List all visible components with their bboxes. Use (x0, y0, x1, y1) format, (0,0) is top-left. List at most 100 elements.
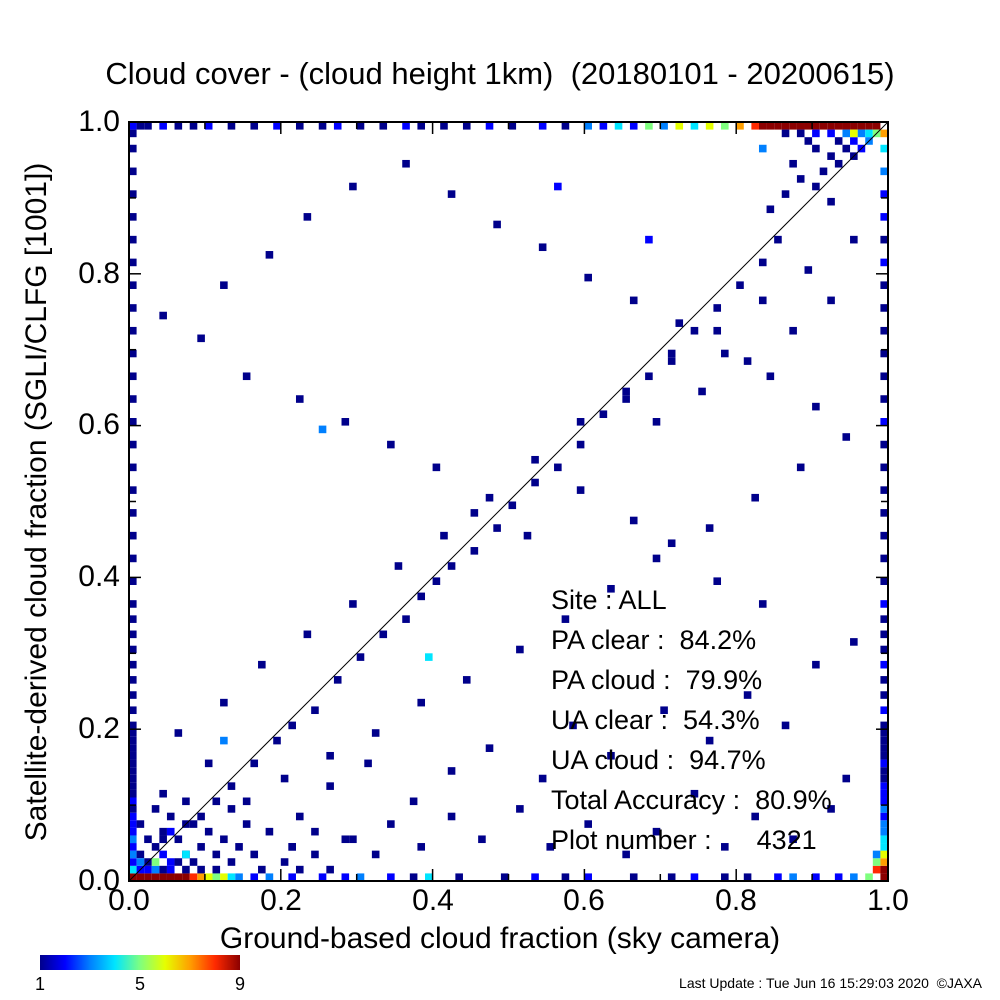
heatmap-cell (129, 213, 137, 221)
stat-plot-number: Plot number : 4321 (551, 825, 817, 855)
heatmap-cell (220, 873, 228, 881)
heatmap-cell (751, 493, 759, 502)
heatmap-cell (667, 873, 676, 881)
heatmap-cell (318, 122, 327, 130)
heatmap-cell (850, 235, 858, 244)
heatmap-cell (554, 463, 562, 472)
heatmap-cell (129, 167, 137, 176)
heatmap-cell (880, 630, 888, 639)
heatmap-cell (341, 873, 350, 881)
colorbar-tick-label: 5 (134, 974, 146, 994)
heatmap-cell (758, 258, 767, 267)
heatmap-cell (796, 122, 805, 130)
heatmap-cell (258, 865, 266, 874)
heatmap-cell (508, 501, 517, 510)
heatmap-cell (182, 873, 190, 881)
heatmap-cell (789, 873, 797, 881)
x-tick-label: 0.4 (412, 884, 454, 917)
heatmap-cell (151, 843, 160, 851)
heatmap-cell (538, 243, 547, 252)
heatmap-cell (394, 562, 403, 570)
heatmap-cell (447, 562, 456, 570)
heatmap-cell (713, 577, 722, 585)
heatmap-cell (129, 797, 137, 806)
x-axis-label: Ground-based cloud fraction (sky camera) (219, 922, 781, 955)
heatmap-cell (880, 736, 888, 745)
heatmap-cell (804, 266, 813, 274)
heatmap-cell (865, 122, 873, 130)
heatmap-cell (204, 827, 213, 836)
heatmap-cell (159, 122, 167, 130)
heatmap-cell (364, 759, 372, 768)
heatmap-cell (166, 827, 175, 836)
heatmap-cell (129, 759, 137, 768)
heatmap-cell (713, 326, 722, 335)
heatmap-cell (349, 600, 357, 608)
heatmap-cell (812, 182, 820, 191)
heatmap-cell (614, 122, 623, 130)
heatmap-cell (698, 387, 706, 396)
heatmap-cell (129, 630, 137, 639)
y-tick-label: 0.4 (78, 560, 120, 593)
x-tick-label: 0.0 (108, 884, 150, 917)
heatmap-cell (129, 835, 137, 844)
heatmap-cell (880, 782, 888, 790)
heatmap-cell (129, 812, 137, 821)
heatmap-cell (804, 122, 813, 130)
heatmap-cell (660, 706, 668, 715)
heatmap-cell (204, 122, 213, 130)
heatmap-cell (250, 873, 259, 881)
heatmap-cell (516, 645, 524, 654)
heatmap-cell (872, 122, 881, 130)
heatmap-cell (129, 850, 137, 859)
heatmap-cell (880, 326, 888, 335)
heatmap-cell (129, 615, 137, 623)
heatmap-cell (766, 205, 775, 214)
heatmap-cell (129, 418, 137, 426)
heatmap-cell (880, 706, 888, 715)
heatmap-cell (880, 827, 888, 836)
heatmap-cell (705, 736, 714, 745)
heatmap-cell (129, 349, 137, 358)
heatmap-cell (227, 858, 236, 866)
heatmap-cell (880, 213, 888, 221)
heatmap-cell (129, 304, 137, 312)
heatmap-cell (880, 281, 888, 289)
heatmap-cell (470, 547, 479, 555)
heatmap-cell (462, 122, 471, 130)
heatmap-cell (857, 129, 866, 138)
heatmap-cell (827, 129, 835, 138)
heatmap-cell (880, 812, 888, 821)
heatmap-cell (713, 304, 722, 312)
heatmap-cell (280, 858, 289, 866)
x-tick-label: 0.8 (715, 884, 757, 917)
heatmap-cell (880, 759, 888, 768)
heatmap-cell (227, 805, 236, 813)
heatmap-cell (834, 137, 843, 145)
heatmap-cell (129, 440, 137, 449)
heatmap-cell (129, 736, 137, 745)
heatmap-cell (159, 311, 167, 320)
heatmap-cell (743, 873, 752, 881)
heatmap-cell (341, 418, 350, 426)
heatmap-cell (880, 865, 888, 874)
heatmap-cell (880, 767, 888, 775)
heatmap-cell (751, 812, 759, 821)
heatmap-cell (129, 774, 137, 783)
heatmap-cell (129, 235, 137, 244)
heatmap-cell (129, 691, 137, 699)
heatmap-cell (151, 805, 160, 813)
heatmap-cell (136, 850, 145, 859)
stat-pa-cloud: PA cloud : 79.9% (551, 665, 763, 695)
heatmap-cell (129, 190, 137, 198)
heatmap-cell (318, 425, 327, 434)
stat-ua-clear: UA clear : 54.3% (551, 705, 760, 735)
heatmap-cell (166, 812, 175, 821)
heatmap-cell (850, 122, 858, 130)
heatmap-cell (675, 122, 684, 130)
heatmap-cell (129, 129, 137, 138)
heatmap-cell (880, 797, 888, 806)
heatmap-cell (721, 843, 729, 851)
heatmap-cell (182, 865, 190, 874)
colorbar-tick-label: 1 (34, 974, 46, 994)
